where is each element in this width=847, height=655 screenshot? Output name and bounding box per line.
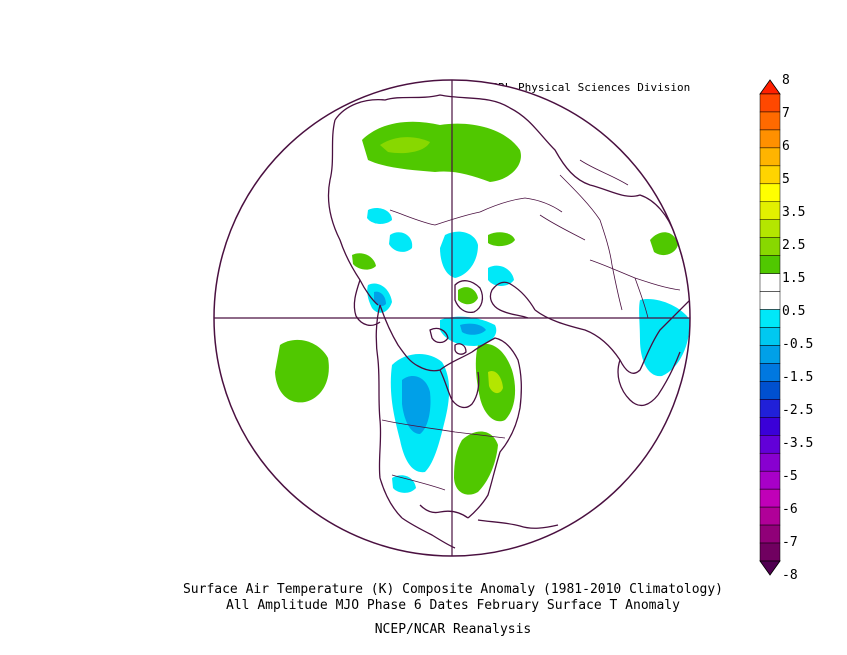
coastline-scandinavia (489, 281, 536, 319)
colorbar-segment (759, 452, 781, 472)
colorbar-bottom-arrow (759, 560, 781, 576)
colorbar-label: 8 (782, 73, 790, 88)
coastline-mediterranean (617, 359, 659, 407)
colorbar-label: 5 (782, 172, 790, 187)
colorbar-label: -5 (782, 469, 798, 484)
coastline-greenland (454, 280, 484, 314)
caption-line-1: Surface Air Temperature (K) Composite An… (183, 582, 723, 597)
border-europe-2 (611, 264, 623, 311)
border-russia (479, 197, 563, 213)
colorbar-segment (759, 363, 781, 382)
cold-anomaly-east-asia (389, 232, 413, 252)
colorbar-segment (759, 291, 781, 310)
colorbar-label: 3.5 (782, 205, 805, 220)
colorbar-segment (759, 524, 781, 544)
coastline-africa-north (657, 351, 681, 396)
colorbar-segment (759, 129, 781, 149)
coastline-hudson-bay (439, 369, 480, 409)
coastline-europe-west (534, 299, 690, 374)
warm-anomaly-siberia (362, 121, 521, 182)
colorbar-segment (759, 111, 781, 131)
coastline-west-coast (375, 304, 403, 519)
coastline-arctic-islands (429, 327, 467, 355)
colorbar-top-arrow (759, 79, 781, 95)
colorbar-segment (759, 506, 781, 526)
polar-map (213, 79, 691, 557)
colorbar-segment (759, 201, 781, 220)
cold-anomaly-north-america-core (402, 376, 431, 434)
colorbar-segment (759, 219, 781, 238)
border-us-mexico (391, 474, 446, 491)
map-border (213, 79, 691, 557)
colorbar-label: 1.5 (782, 271, 805, 286)
border-asia-3 (539, 214, 586, 241)
colorbar-segment (759, 345, 781, 364)
coastline-gulf (419, 504, 469, 519)
border-asia-2 (579, 159, 629, 186)
cold-anomaly-siberia-west (367, 208, 392, 224)
colorbar-segment (759, 381, 781, 400)
colorbar-segment (759, 488, 781, 508)
colorbar-segment (759, 435, 781, 454)
caption-line-2: All Amplitude MJO Phase 6 Dates February… (226, 598, 680, 613)
warm-anomaly-siberia-inner (380, 137, 430, 154)
warm-anomaly-pacific (275, 339, 329, 403)
warm-anomaly-east-europe (650, 232, 678, 256)
colorbar-segment (759, 542, 781, 562)
colorbar-label: -6 (782, 502, 798, 517)
colorbar-label: 2.5 (782, 238, 805, 253)
cold-anomaly-barents (488, 265, 514, 286)
colorbar-label: 0.5 (782, 304, 805, 319)
colorbar-label: 7 (782, 106, 790, 121)
colorbar-segment (759, 165, 781, 185)
cold-anomaly-japan-core (374, 291, 386, 307)
caption-line-3: NCEP/NCAR Reanalysis (375, 622, 532, 637)
colorbar-segment (759, 147, 781, 167)
colorbar-label: 6 (782, 139, 790, 154)
anomaly-shading (275, 121, 690, 495)
cold-anomaly-arctic-ocean (440, 231, 478, 278)
warm-anomaly-china (352, 253, 376, 270)
colorbar-segment (759, 327, 781, 346)
coastline-alaska (353, 279, 381, 327)
border-us-canada (381, 419, 506, 439)
border-asia-1 (559, 174, 613, 266)
coastline-north-america (379, 304, 522, 519)
coastline-central-america (401, 517, 456, 549)
colorbar-segment (759, 470, 781, 490)
colorbar-segment (759, 273, 781, 292)
coastline-east-asia (327, 119, 379, 306)
border-china (389, 209, 481, 226)
colorbar-label: -3.5 (782, 436, 813, 451)
colorbar-label: -0.5 (782, 337, 813, 352)
colorbar-label: -8 (782, 568, 798, 583)
colorbar-segment (759, 255, 781, 274)
warm-anomaly-east-us (454, 431, 498, 495)
colorbar: 8 7 6 5 3.5 2.5 1.5 0.5 -0.5 -1.5 -2.5 -3.5 -5 -6 -7 -8 (759, 73, 813, 583)
colorbar-segment (759, 183, 781, 203)
warm-anomaly-greenland (458, 287, 478, 305)
colorbar-segment (759, 399, 781, 418)
colorbar-segment (759, 93, 781, 113)
colorbar-segment (759, 309, 781, 328)
colorbar-label: -7 (782, 535, 798, 550)
warm-anomaly-hudson-core (488, 370, 503, 394)
colorbar-segment (759, 237, 781, 256)
colorbar-label: -2.5 (782, 403, 813, 418)
coastline-caribbean (477, 519, 559, 529)
border-europe-3 (634, 277, 649, 319)
country-borders (381, 159, 681, 491)
cold-anomaly-arctic-canada-core (460, 323, 486, 335)
colorbar-label: -1.5 (782, 370, 813, 385)
warm-anomaly-asia (488, 232, 515, 247)
colorbar-segment (759, 417, 781, 436)
